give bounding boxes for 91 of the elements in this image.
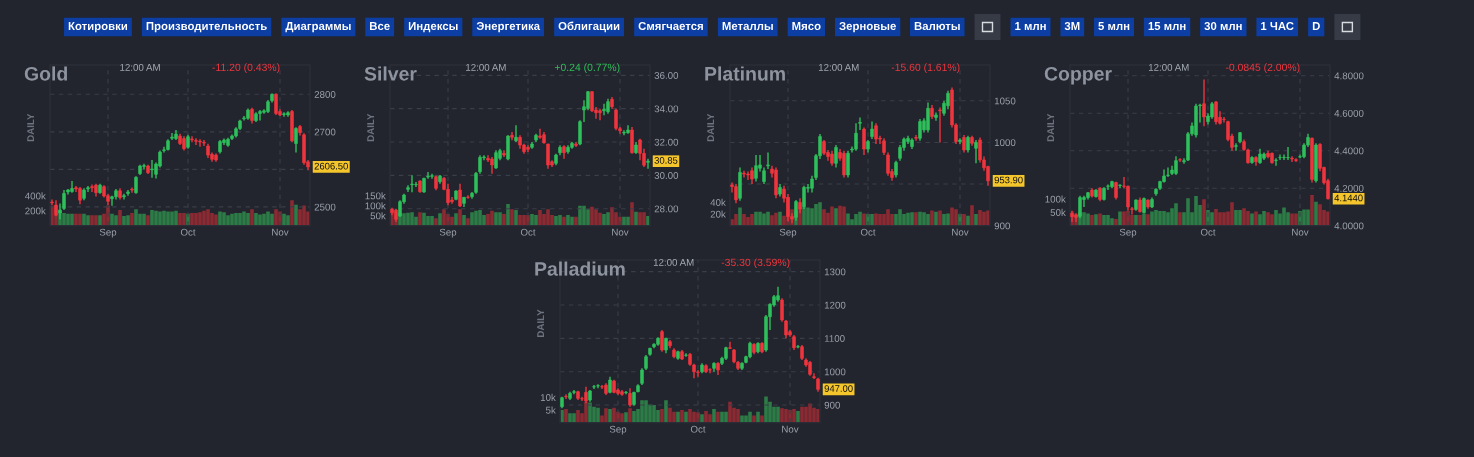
y2-axis-title: DAILY [27, 113, 34, 142]
chart-title: Palladium [535, 261, 625, 276]
y2-tick-label: 100k [365, 202, 386, 210]
category-label: Диаграммы [285, 22, 351, 33]
annotation: 12:00 AM [1148, 63, 1189, 71]
category-label: Облигации [558, 21, 620, 33]
y2-tick-label: 200k [25, 207, 46, 215]
y-tick-label: 900 [994, 222, 1011, 230]
category-label: 1 ЧАС [1261, 21, 1294, 31]
y-tick-label: 1100 [824, 335, 845, 342]
x-tick-label: Nov [1292, 228, 1309, 236]
annotation: +0.24 (0.77%) [554, 63, 620, 74]
chart-title: Copper [1044, 66, 1112, 85]
x-tick-label: Nov [612, 228, 629, 236]
annotation: -35.30 (3.59%) [721, 258, 790, 269]
annotation: 953.90 [994, 176, 1023, 184]
y2-axis-title: DAILY [537, 309, 544, 337]
category-label: Смягчается [638, 21, 703, 31]
y-tick-label: 900 [824, 401, 841, 409]
category-label: 15 млн [1148, 22, 1186, 31]
x-tick-label: Oct [1200, 228, 1216, 236]
y2-axis-title: DAILY [707, 113, 714, 142]
y-tick-label: 2500 [314, 203, 336, 211]
category-label: Валюты [914, 22, 960, 31]
y2-axis-title: DAILY [367, 113, 374, 142]
category-label: Зерновые [839, 22, 896, 33]
annotation: 4.1440 [1334, 194, 1363, 202]
y-tick-label: 1300 [824, 268, 846, 276]
x-tick-label: Sep [99, 228, 117, 238]
category-label: Все [370, 22, 390, 31]
y2-tick-label: 400k [24, 192, 46, 200]
annotation: -0.0845 (2.00%) [1225, 63, 1300, 74]
y2-tick-label: 5k [545, 406, 556, 414]
y2-tick-label: 50k [370, 212, 386, 220]
category-label: 3М [1064, 21, 1080, 31]
category-label: Энергетика [476, 21, 541, 33]
x-tick-label: Nov [272, 228, 289, 236]
y2-tick-label: 150k [365, 192, 386, 200]
category-label: Мясо [792, 22, 821, 31]
y-tick-label: 28.00 [654, 205, 679, 213]
x-tick-label: Sep [439, 228, 457, 238]
category-label: Металлы [722, 22, 773, 31]
category-label: D [1312, 22, 1320, 30]
y-tick-label: 4.2000 [1334, 184, 1364, 192]
x-tick-label: Nov [782, 425, 799, 433]
category-label: Котировки [68, 22, 128, 33]
chart-title: Platinum [705, 66, 785, 81]
y-tick-label: 2800 [314, 91, 336, 98]
annotation: 30.85 [654, 157, 678, 164]
x-tick-label: Sep [779, 228, 797, 238]
x-tick-label: Sep [609, 425, 627, 435]
y-tick-label: 4.0000 [1334, 222, 1364, 230]
annotation: -15.60 (1.61%) [891, 63, 960, 74]
x-tick-label: Oct [180, 228, 196, 236]
y-tick-label: 30.00 [654, 172, 679, 179]
annotation: 12:00 AM [653, 258, 694, 266]
x-tick-label: Sep [1119, 228, 1137, 238]
y-tick-label: 1000 [994, 139, 1016, 147]
y-tick-label: 1000 [824, 368, 846, 376]
y-tick-label: 4.6000 [1334, 109, 1364, 117]
chart-title: Silver [364, 66, 417, 81]
y2-tick-label: 50k [1050, 208, 1066, 216]
y-tick-label: 34.00 [654, 105, 679, 113]
annotation: -11.20 (0.43%) [212, 63, 280, 74]
y-tick-label: 1200 [824, 301, 846, 309]
category-label: Индексы [408, 22, 458, 33]
x-tick-label: Oct [690, 425, 706, 433]
category-label: 5 млн [1098, 22, 1130, 31]
annotation: 2606.50 [314, 162, 348, 170]
y2-tick-label: 100k [1045, 195, 1066, 203]
category-label: Производительность [146, 22, 267, 33]
x-tick-label: Oct [520, 228, 536, 236]
category-label: 1 млн [1015, 22, 1046, 31]
chart-title: Gold [24, 66, 67, 81]
annotation: 947.00 [824, 385, 853, 392]
x-tick-label: Nov [952, 228, 969, 236]
y-tick-label: 4.4000 [1334, 147, 1364, 155]
annotation: 12:00 AM [120, 63, 160, 71]
y-tick-label: 32.00 [654, 138, 679, 146]
y-tick-label: 36.00 [654, 72, 679, 79]
y2-tick-label: 10k [540, 393, 556, 401]
x-tick-label: Oct [860, 228, 876, 236]
annotation: 12:00 AM [466, 63, 506, 71]
y-tick-label: 2700 [314, 128, 336, 136]
y2-axis-title: DAILY [1047, 113, 1054, 142]
y2-tick-label: 40k [710, 198, 726, 206]
annotation: 12:00 AM [818, 63, 859, 71]
category-label: 30 млн [1204, 21, 1242, 31]
y-tick-label: 1050 [994, 97, 1016, 105]
y2-tick-label: 20k [710, 210, 726, 218]
y-tick-label: 4.8000 [1334, 72, 1364, 80]
